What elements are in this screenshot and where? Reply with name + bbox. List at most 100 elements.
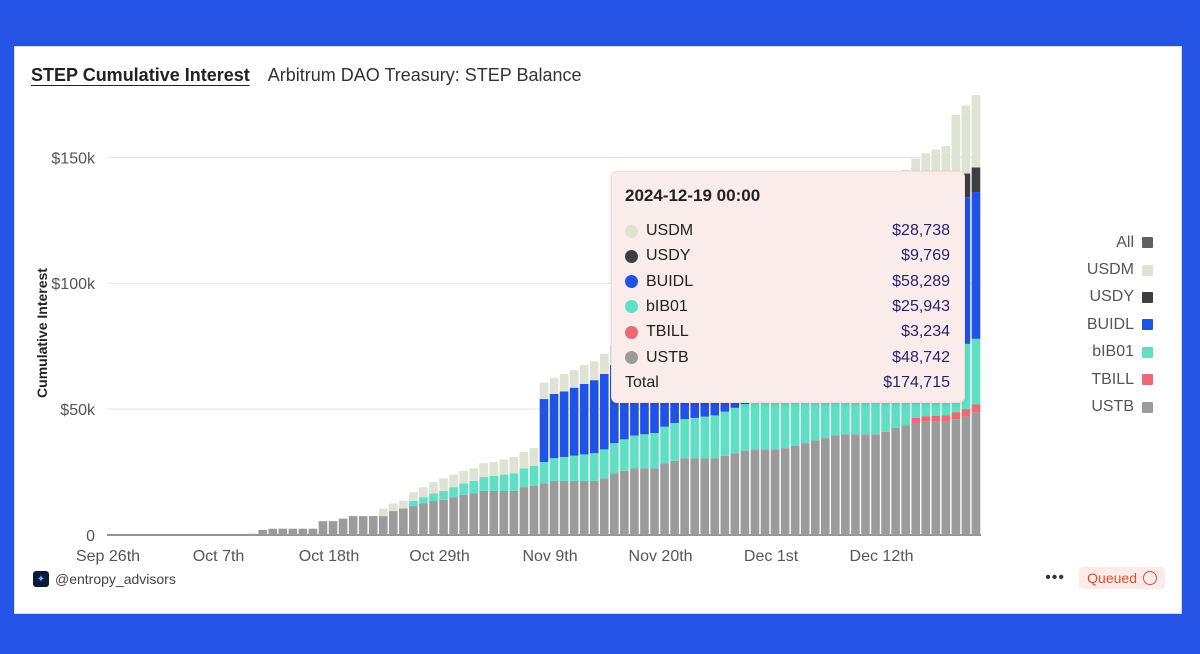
bar-bib01[interactable] [610,443,619,474]
bar-ustb[interactable] [961,416,971,535]
bar-bib01[interactable] [589,453,599,481]
bar-usdm[interactable] [469,468,478,481]
bar-ustb[interactable] [780,448,790,535]
bar-ustb[interactable] [469,493,478,535]
bar-ustb[interactable] [911,422,921,535]
bar-ustb[interactable] [409,506,418,535]
bar-ustb[interactable] [901,425,910,535]
bar-ustb[interactable] [951,419,961,535]
bar-usdm[interactable] [378,508,388,517]
bar-ustb[interactable] [700,458,710,535]
legend-item-buidl[interactable]: BUIDL [1033,311,1153,338]
bar-ustb[interactable] [589,480,599,535]
legend-item-tbill[interactable]: TBILL [1033,366,1153,393]
bar-ustb[interactable] [941,421,951,535]
bar-bib01[interactable] [599,449,609,479]
bar-bib01[interactable] [730,407,740,454]
bar-ustb[interactable] [419,503,428,535]
bar-ustb[interactable] [931,421,941,535]
bar-bib01[interactable] [861,373,870,435]
bar-bib01[interactable] [559,456,569,481]
bar-usdm[interactable] [589,361,599,381]
bar-usdm[interactable] [499,459,509,475]
bar-bib01[interactable] [841,375,850,435]
bar-bib01[interactable] [720,411,730,456]
bar-ustb[interactable] [660,463,669,535]
bar-bib01[interactable] [620,439,629,471]
bar-ustb[interactable] [650,468,659,535]
bar-ustb[interactable] [559,480,569,535]
bar-ustb[interactable] [881,431,890,535]
bar-ustb[interactable] [529,485,539,535]
tab-step-cumulative-interest[interactable]: STEP Cumulative Interest [31,65,250,85]
bar-bib01[interactable] [409,501,418,507]
bar-bib01[interactable] [579,454,589,481]
bar-ustb[interactable] [720,455,730,535]
bar-usdm[interactable] [961,105,971,174]
bar-usdm[interactable] [529,448,539,466]
bar-ustb[interactable] [579,480,589,535]
bar-bib01[interactable] [780,396,790,449]
bar-ustb[interactable] [610,473,619,535]
bar-buidl[interactable] [579,383,589,455]
bar-ustb[interactable] [449,497,458,535]
bar-tbill[interactable] [971,404,981,413]
bar-ustb[interactable] [298,528,308,535]
bar-ustb[interactable] [338,518,348,535]
bar-ustb[interactable] [841,434,850,535]
bar-usdy[interactable] [971,167,981,193]
bar-ustb[interactable] [630,468,639,535]
bar-usdm[interactable] [579,365,589,384]
bar-bib01[interactable] [489,475,499,491]
bar-bib01[interactable] [670,422,679,461]
bar-buidl[interactable] [549,394,559,459]
bar-bib01[interactable] [569,455,579,481]
bar-bib01[interactable] [690,417,700,459]
bar-ustb[interactable] [429,501,438,535]
legend-item-usdm[interactable]: USDM [1033,256,1153,283]
bar-ustb[interactable] [971,412,981,535]
bar-ustb[interactable] [569,480,579,535]
bar-bib01[interactable] [820,381,830,439]
bar-bib01[interactable] [519,468,529,488]
bar-bib01[interactable] [549,458,559,481]
bar-usdm[interactable] [559,373,569,392]
bar-bib01[interactable] [851,373,860,435]
bar-usdm[interactable] [429,482,438,494]
bar-bib01[interactable] [660,426,669,464]
bar-ustb[interactable] [750,449,760,535]
bar-bib01[interactable] [650,433,659,469]
bar-bib01[interactable] [800,388,810,444]
legend-item-usdy[interactable]: USDY [1033,284,1153,311]
bar-tbill[interactable] [941,415,951,422]
bar-buidl[interactable] [610,365,619,444]
bar-buidl[interactable] [589,380,599,454]
bar-ustb[interactable] [258,529,268,535]
bar-usdm[interactable] [951,114,961,178]
bar-ustb[interactable] [459,494,468,535]
bar-ustb[interactable] [318,521,328,535]
bar-usdm[interactable] [439,478,448,491]
bar-bib01[interactable] [529,465,539,486]
bar-ustb[interactable] [790,445,800,535]
bar-bib01[interactable] [419,497,428,504]
bar-bib01[interactable] [429,493,438,502]
bar-bib01[interactable] [469,480,478,494]
bar-usdm[interactable] [599,353,609,374]
bar-usdm[interactable] [509,456,519,474]
bar-ustb[interactable] [378,516,388,535]
bar-usdm[interactable] [388,503,398,512]
bar-ustb[interactable] [760,449,770,535]
bar-ustb[interactable] [599,478,609,535]
bar-usdm[interactable] [449,474,458,488]
bar-tbill[interactable] [951,412,961,420]
bar-ustb[interactable] [519,487,529,535]
legend-item-ustb[interactable]: USTB [1033,393,1153,420]
bar-tbill[interactable] [911,417,921,423]
bar-tbill[interactable] [921,416,931,422]
bar-bib01[interactable] [971,338,981,405]
bar-bib01[interactable] [770,399,780,450]
bar-ustb[interactable] [770,449,780,535]
bar-bib01[interactable] [750,401,760,450]
bar-ustb[interactable] [831,435,840,535]
